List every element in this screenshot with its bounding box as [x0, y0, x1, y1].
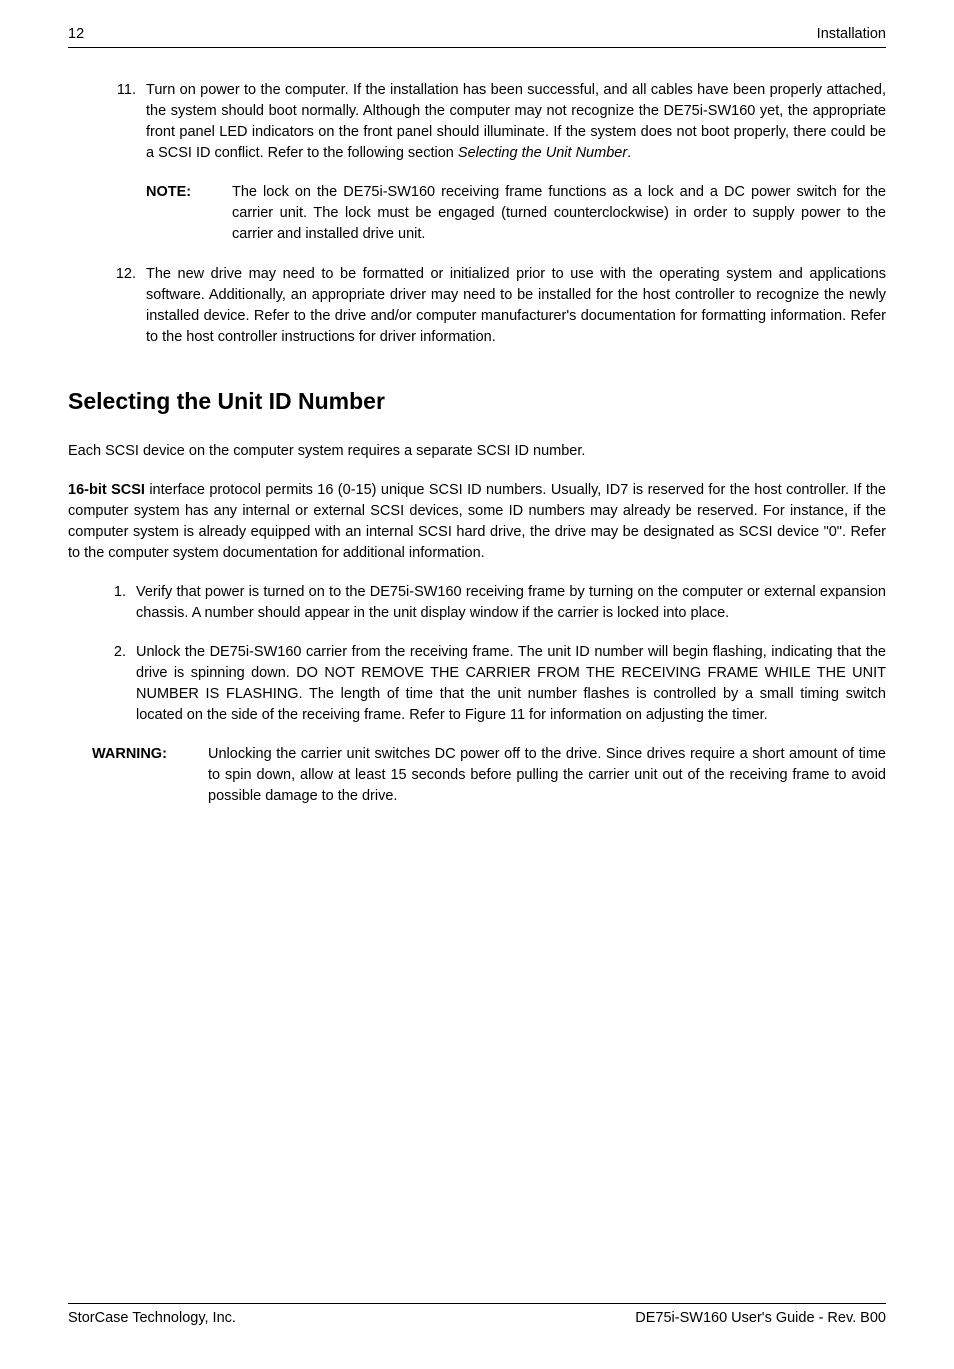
warning-block: WARNING: Unlocking the carrier unit swit…	[92, 744, 886, 807]
section-heading: Selecting the Unit ID Number	[68, 388, 886, 416]
item-number: 1.	[92, 582, 136, 624]
item-body: Turn on power to the computer. If the in…	[146, 80, 886, 164]
warning-body: Unlocking the carrier unit switches DC p…	[208, 744, 886, 807]
list-item-step1: 1. Verify that power is turned on to the…	[68, 582, 886, 624]
header-row: 12 Installation	[68, 26, 886, 47]
item11-text2: .	[627, 145, 631, 161]
list-item-11: 11. Turn on power to the computer. If th…	[68, 80, 886, 164]
footer-row: StorCase Technology, Inc. DE75i-SW160 Us…	[68, 1310, 886, 1327]
note-body: The lock on the DE75i-SW160 receiving fr…	[232, 182, 886, 245]
item-number: 12.	[92, 264, 146, 348]
item-number: 11.	[92, 80, 146, 164]
item-body: Verify that power is turned on to the DE…	[136, 582, 886, 624]
para2-rest: interface protocol permits 16 (0-15) uni…	[68, 482, 886, 561]
list-item-step2: 2. Unlock the DE75i-SW160 carrier from t…	[68, 642, 886, 726]
paragraph-1: Each SCSI device on the computer system …	[68, 441, 886, 462]
footer-right: DE75i-SW160 User's Guide - Rev. B00	[635, 1310, 886, 1327]
footer: StorCase Technology, Inc. DE75i-SW160 Us…	[68, 1303, 886, 1327]
item-body: Unlock the DE75i-SW160 carrier from the …	[136, 642, 886, 726]
footer-rule	[68, 1303, 886, 1304]
warning-label: WARNING:	[92, 744, 208, 807]
item-body: The new drive may need to be formatted o…	[146, 264, 886, 348]
page: 12 Installation 11. Turn on power to the…	[0, 0, 954, 1369]
content: 11. Turn on power to the computer. If th…	[68, 80, 886, 807]
paragraph-2: 16-bit SCSI interface protocol permits 1…	[68, 480, 886, 564]
header-section: Installation	[817, 26, 886, 43]
note-block: NOTE: The lock on the DE75i-SW160 receiv…	[146, 182, 886, 245]
footer-left: StorCase Technology, Inc.	[68, 1310, 236, 1327]
page-number: 12	[68, 26, 84, 43]
header-rule	[68, 47, 886, 48]
item11-italic: Selecting the Unit Number	[458, 145, 627, 161]
list-item-12: 12. The new drive may need to be formatt…	[68, 264, 886, 348]
para2-bold: 16-bit SCSI	[68, 482, 145, 498]
note-label: NOTE:	[146, 182, 232, 245]
item-number: 2.	[92, 642, 136, 726]
